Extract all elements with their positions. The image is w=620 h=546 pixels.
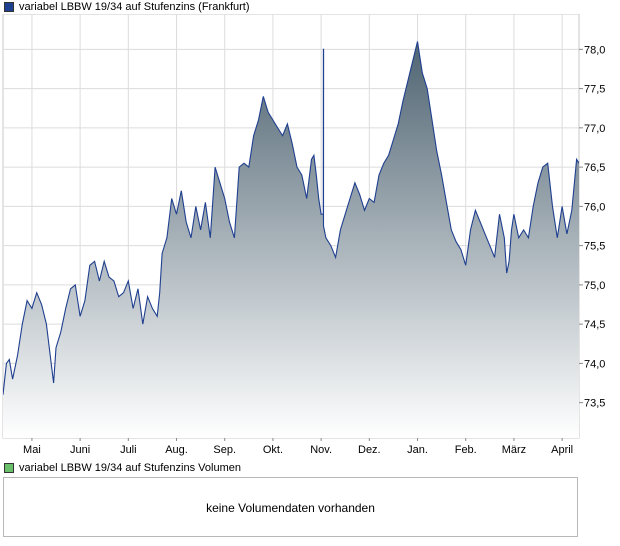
price-legend-label: variabel LBBW 19/34 auf Stufenzins (Fran… [19,1,250,13]
x-tick-label: Nov. [310,444,332,456]
y-tick-label: 77,5 [584,84,605,96]
x-tick-label: Sep. [213,444,236,456]
y-tick-label: 73,5 [584,398,605,410]
x-axis: Mai Juni Juli Aug. Sep. Okt. Nov. Dez. Jan. Feb. M… [23,438,573,456]
volume-panel: keine Volumendaten vorhanden [3,477,578,537]
price-legend: variabel LBBW 19/34 auf Stufenzins (Fran… [4,0,250,14]
x-tick-label: Feb. [455,444,477,456]
volume-legend: variabel LBBW 19/34 auf Stufenzins Volum… [4,461,241,475]
volume-legend-swatch [4,463,14,473]
x-tick-label: Mai [23,444,41,456]
y-tick-label: 74,5 [584,319,605,331]
x-tick-label: März [502,444,526,456]
y-tick-label: 78,0 [584,44,605,56]
x-tick-label: Juni [70,444,90,456]
y-tick-label: 76,5 [584,162,605,174]
price-legend-swatch [4,2,14,12]
price-chart: 73,5 74,0 74,5 75,0 75,5 76,0 76,5 77,0 77,5 78,0… [2,14,605,456]
x-tick-label: April [551,444,573,456]
x-tick-label: Aug. [165,444,188,456]
y-axis: 73,5 74,0 74,5 75,0 75,5 76,0 76,5 77,0 77,5 78,0 [579,44,605,410]
y-tick-label: 76,0 [584,201,605,213]
volume-empty-message: keine Volumendaten vorhanden [206,501,375,515]
x-tick-label: Jan. [407,444,428,456]
y-tick-label: 75,0 [584,280,605,292]
y-tick-label: 75,5 [584,241,605,253]
x-tick-label: Dez. [358,444,381,456]
volume-legend-label: variabel LBBW 19/34 auf Stufenzins Volum… [19,462,241,474]
x-tick-label: Juli [120,444,137,456]
y-tick-label: 74,0 [584,358,605,370]
y-tick-label: 77,0 [584,123,605,135]
x-tick-label: Okt. [263,444,283,456]
price-line [3,41,579,395]
